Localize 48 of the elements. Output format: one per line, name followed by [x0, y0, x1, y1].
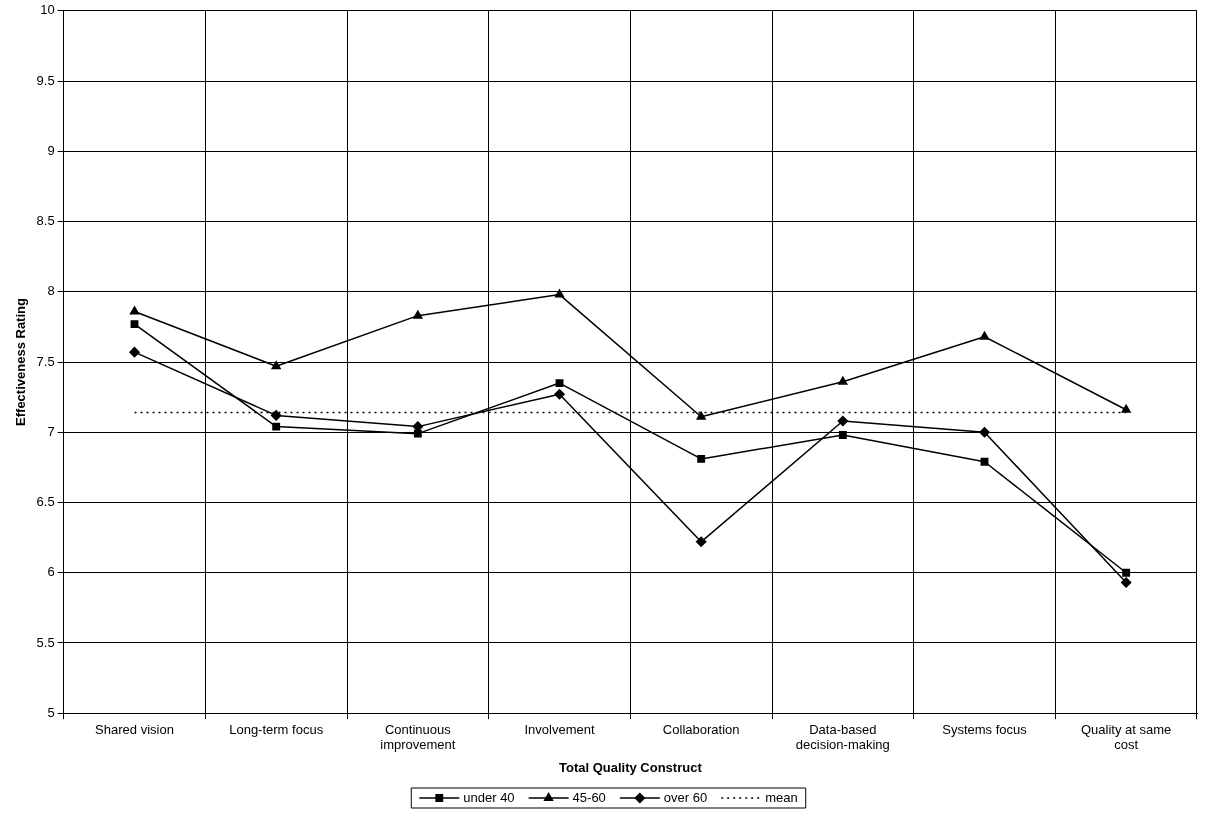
point — [129, 306, 140, 315]
point — [413, 310, 423, 319]
y-tick-label: 10 — [40, 2, 55, 18]
y-tick-label: 6 — [47, 564, 55, 580]
point — [697, 455, 706, 463]
x-tick-label: Involvement — [524, 721, 595, 737]
point — [272, 422, 281, 431]
y-tick-label: 8.5 — [36, 213, 55, 229]
point — [695, 536, 707, 548]
point — [1121, 404, 1131, 413]
legend-label: under 40 — [463, 789, 515, 805]
y-tick-label: 8 — [47, 283, 55, 299]
point — [837, 415, 849, 427]
point — [838, 431, 847, 439]
legend-label: 45-60 — [572, 789, 606, 805]
x-tick-label: Quality at same cost — [1081, 721, 1172, 753]
point — [696, 411, 706, 420]
point — [413, 429, 422, 438]
point — [554, 289, 565, 298]
point — [554, 389, 565, 400]
x-axis-title: Total Quality Construct — [558, 759, 703, 775]
point — [980, 457, 989, 466]
point — [271, 360, 281, 370]
point — [838, 376, 848, 385]
y-tick-label: 6.5 — [36, 494, 55, 510]
point — [1120, 577, 1132, 588]
point — [130, 320, 139, 328]
point — [1122, 568, 1131, 577]
legend-label: mean — [765, 789, 798, 805]
legend-label: over 60 — [663, 789, 708, 805]
y-axis-title: Effectiveness Rating — [13, 298, 29, 426]
x-tick-label: Long-term focus — [229, 721, 324, 737]
y-tick-label: 5 — [47, 704, 55, 720]
y-tick-label: 7.5 — [36, 353, 55, 369]
point — [979, 331, 990, 340]
point — [979, 426, 990, 438]
y-tick-label: 9 — [47, 142, 55, 158]
x-tick-label: Systems focus — [942, 721, 1028, 737]
point — [129, 346, 140, 358]
point — [555, 379, 564, 387]
x-tick-label: Data-based decision-making — [795, 721, 890, 753]
point — [270, 410, 282, 421]
y-tick-label: 7 — [47, 423, 55, 439]
y-tick-label: 5.5 — [36, 634, 55, 650]
y-tick-label: 9.5 — [36, 72, 55, 88]
x-tick-label: Collaboration — [662, 721, 740, 737]
x-tick-label: Continuous improvement — [380, 721, 456, 753]
x-tick-label: Shared vision — [95, 721, 174, 737]
